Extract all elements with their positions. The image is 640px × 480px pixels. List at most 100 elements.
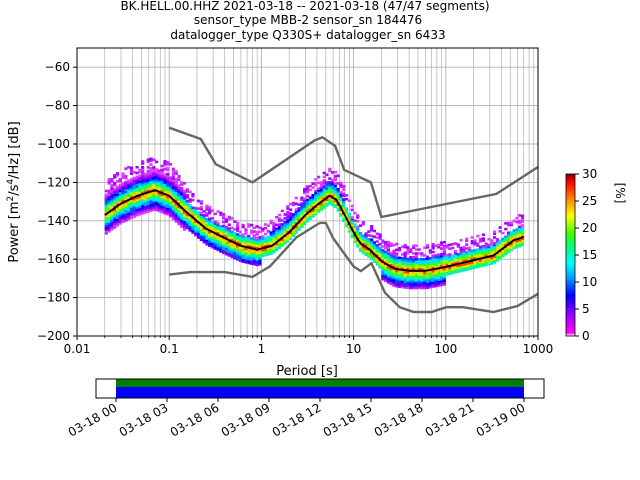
pdf-cell	[420, 277, 424, 280]
pdf-cell	[252, 257, 256, 260]
pdf-cell	[403, 245, 407, 249]
pdf-cell	[132, 178, 136, 182]
pdf-cell	[425, 284, 430, 288]
pdf-cell	[104, 210, 108, 214]
pdf-cell	[272, 246, 276, 250]
pdf-cell	[509, 223, 513, 227]
pdf-cell	[378, 233, 382, 236]
pdf-cell	[434, 255, 438, 259]
pdf-cell	[470, 264, 474, 268]
pdf-cell	[400, 272, 405, 275]
pdf-cell	[423, 277, 427, 280]
pdf-cell	[409, 257, 413, 261]
pdf-cell	[386, 269, 391, 273]
pdf-cell	[202, 210, 206, 213]
pdf-cell	[411, 244, 416, 248]
pdf-cell	[163, 206, 167, 209]
pdf-cell	[152, 193, 156, 196]
pdf-cell	[149, 180, 153, 184]
pdf-cell	[392, 282, 396, 285]
pdf-cell	[342, 209, 346, 213]
pdf-cell	[353, 230, 357, 234]
pdf-cell	[185, 217, 189, 220]
pdf-cell	[400, 283, 405, 287]
pdf-cell	[182, 182, 187, 185]
pdf-cell	[219, 236, 223, 240]
pdf-cell	[157, 209, 162, 213]
pdf-cell	[294, 229, 298, 233]
pdf-cell	[261, 254, 265, 258]
pdf-cell	[389, 282, 393, 286]
pdf-cell	[395, 275, 399, 279]
pdf-cell	[168, 189, 173, 193]
pdf-cell	[370, 255, 374, 259]
pdf-cell	[492, 249, 497, 253]
pdf-cell	[375, 253, 379, 257]
pdf-cell	[515, 245, 519, 249]
pdf-cell	[194, 212, 198, 216]
pdf-cell	[244, 232, 248, 235]
pdf-cell	[322, 185, 326, 188]
pdf-cell	[439, 258, 444, 262]
pdf-cell	[297, 222, 301, 226]
pdf-cell	[141, 202, 145, 206]
pdf-cell	[129, 170, 134, 174]
pdf-cell	[364, 241, 368, 245]
pdf-cell	[194, 228, 198, 231]
pdf-cell	[258, 236, 262, 239]
pdf-cell	[196, 216, 201, 220]
pdf-cell	[171, 207, 175, 211]
pdf-cell	[311, 199, 315, 203]
pdf-cell	[386, 240, 391, 244]
pdf-cell	[448, 243, 452, 247]
pdf-cell	[224, 245, 229, 248]
pdf-cell	[222, 234, 226, 237]
timeline-tick-label: 03-18 12	[270, 400, 324, 439]
pdf-cell	[350, 216, 354, 219]
pdf-cell	[456, 254, 460, 258]
pdf-cell	[481, 254, 486, 258]
pdf-cell	[322, 190, 326, 194]
pdf-cell	[191, 198, 195, 202]
pdf-cell	[163, 160, 167, 163]
pdf-cell	[171, 184, 175, 188]
pdf-cell	[308, 205, 312, 209]
pdf-cell	[414, 259, 418, 263]
pdf-cell	[515, 228, 519, 231]
pdf-cell	[155, 206, 159, 210]
pdf-cell	[135, 192, 139, 196]
pdf-cell	[411, 280, 416, 284]
pdf-cell	[361, 247, 365, 251]
pdf-cell	[459, 254, 463, 257]
pdf-cell	[160, 207, 164, 210]
pdf-cell	[233, 245, 237, 248]
pdf-cell	[272, 241, 276, 244]
pdf-cell	[498, 226, 502, 229]
pdf-cell	[258, 239, 262, 243]
pdf-cell	[141, 167, 145, 171]
pdf-cell	[135, 188, 139, 192]
pdf-cell	[409, 280, 413, 284]
pdf-cell	[356, 214, 360, 217]
pdf-cell	[400, 253, 405, 256]
pdf-cell	[358, 237, 363, 241]
pdf-cell	[381, 272, 385, 275]
pdf-cell	[141, 160, 145, 163]
pdf-cell	[333, 174, 337, 178]
pdf-cell	[384, 264, 388, 267]
pdf-cell	[409, 286, 413, 290]
pdf-cell	[252, 237, 256, 241]
pdf-cell	[152, 191, 156, 194]
pdf-cell	[462, 249, 466, 253]
pdf-cell	[182, 222, 187, 225]
pdf-cell	[308, 203, 312, 207]
pdf-cell	[163, 177, 167, 181]
pdf-cell	[171, 209, 175, 213]
pdf-cell	[305, 215, 310, 219]
pdf-cell	[445, 271, 449, 274]
pdf-cell	[166, 203, 170, 207]
pdf-cell	[420, 280, 424, 284]
pdf-cell	[118, 218, 122, 221]
pdf-cell	[174, 170, 178, 173]
pdf-cell	[406, 265, 410, 269]
